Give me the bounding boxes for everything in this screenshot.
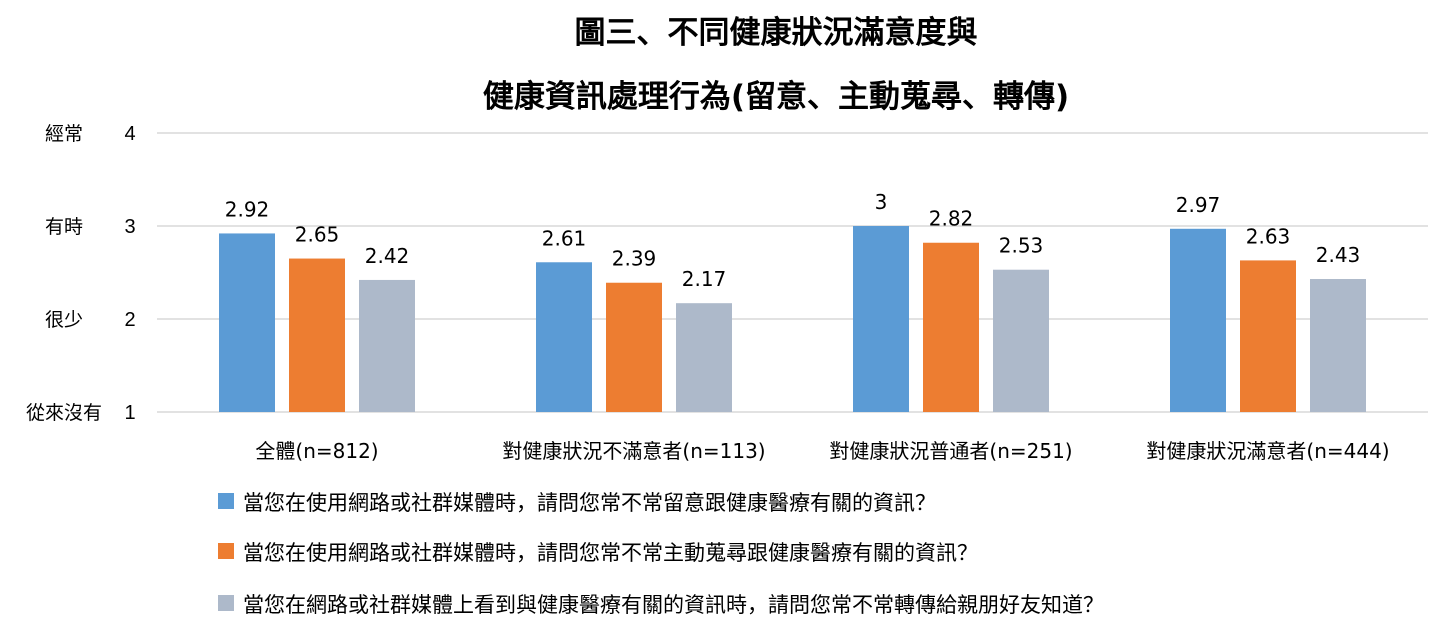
bar-series2-cat3 — [923, 242, 979, 412]
data-label-series3-cat1: 2.42 — [365, 244, 410, 268]
chart-title-line-2: 健康資訊處理行為(留意、主動蒐尋、轉傳) — [483, 79, 1069, 115]
data-label-series3-cat2: 2.17 — [682, 267, 727, 291]
bar-series3-cat2 — [676, 303, 732, 412]
x-axis: 全體(n=812) 對健康狀況不滿意者(n=113) 對健康狀況普通者(n=251)… — [255, 439, 1389, 463]
legend-swatch-series3 — [218, 595, 234, 611]
legend-swatch-series2 — [218, 543, 234, 559]
chart-title-line-1: 圖三、不同健康狀況滿意度與 — [575, 15, 978, 51]
bar-series3-cat1 — [359, 279, 415, 412]
data-label-series1-cat1: 2.92 — [225, 197, 270, 221]
data-label-series1-cat3: 3 — [875, 190, 888, 214]
bar-series1-cat2 — [536, 262, 592, 412]
data-label-series1-cat4: 2.97 — [1176, 193, 1221, 217]
bar-series2-cat2 — [606, 282, 662, 412]
bar-series2-cat1 — [289, 258, 345, 412]
y-tick-label: 1 — [124, 402, 135, 424]
y-category-label: 很少 — [45, 309, 83, 331]
data-label-series2-cat2: 2.39 — [612, 247, 657, 271]
x-category-label: 全體(n=812) — [255, 439, 378, 463]
data-labels: 2.92 2.61 3 2.97 2.65 2.39 2.82 2.63 2.42 2.17 2.5… — [225, 190, 1361, 291]
legend-swatch-series1 — [218, 493, 234, 509]
y-category-label: 從來沒有 — [26, 402, 102, 424]
bar-series2-cat4 — [1240, 260, 1296, 412]
y-tick-label: 2 — [124, 309, 135, 331]
legend: 當您在使用網路或社群媒體時，請問您常不常留意跟健康醫療有關的資訊？ 當您在使用網路… — [218, 491, 1104, 617]
data-label-series3-cat3: 2.53 — [999, 234, 1044, 258]
data-label-series2-cat3: 2.82 — [929, 207, 974, 231]
data-label-series2-cat1: 2.65 — [295, 223, 340, 247]
y-tick-label: 3 — [124, 216, 135, 238]
y-category-label: 經常 — [45, 123, 83, 145]
y-category-label: 有時 — [45, 216, 83, 238]
bar-series1-cat1 — [219, 233, 275, 412]
gridlines — [157, 132, 1428, 413]
legend-label-series1: 當您在使用網路或社群媒體時，請問您常不常留意跟健康醫療有關的資訊？ — [243, 491, 936, 515]
bar-series3-cat3 — [993, 269, 1049, 412]
bar-series1-cat3 — [853, 226, 909, 412]
bars — [219, 226, 1366, 412]
data-label-series1-cat2: 2.61 — [542, 226, 587, 250]
x-category-label: 對健康狀況滿意者(n=444) — [1146, 439, 1389, 463]
bar-series1-cat4 — [1170, 228, 1226, 412]
data-label-series2-cat4: 2.63 — [1246, 224, 1291, 248]
legend-label-series2: 當您在使用網路或社群媒體時，請問您常不常主動蒐尋跟健康醫療有關的資訊？ — [243, 541, 978, 565]
legend-label-series3: 當您在網路或社群媒體上看到與健康醫療有關的資訊時，請問您常不常轉傳給親朋好友知道… — [243, 593, 1104, 617]
bar-series3-cat4 — [1310, 279, 1366, 412]
x-category-label: 對健康狀況普通者(n=251) — [829, 439, 1072, 463]
data-label-series3-cat4: 2.43 — [1316, 243, 1361, 267]
y-tick-label: 4 — [124, 123, 135, 145]
x-category-label: 對健康狀況不滿意者(n=113) — [502, 439, 765, 463]
y-axis: 經常 4 有時 3 很少 2 從來沒有 1 — [26, 123, 136, 424]
